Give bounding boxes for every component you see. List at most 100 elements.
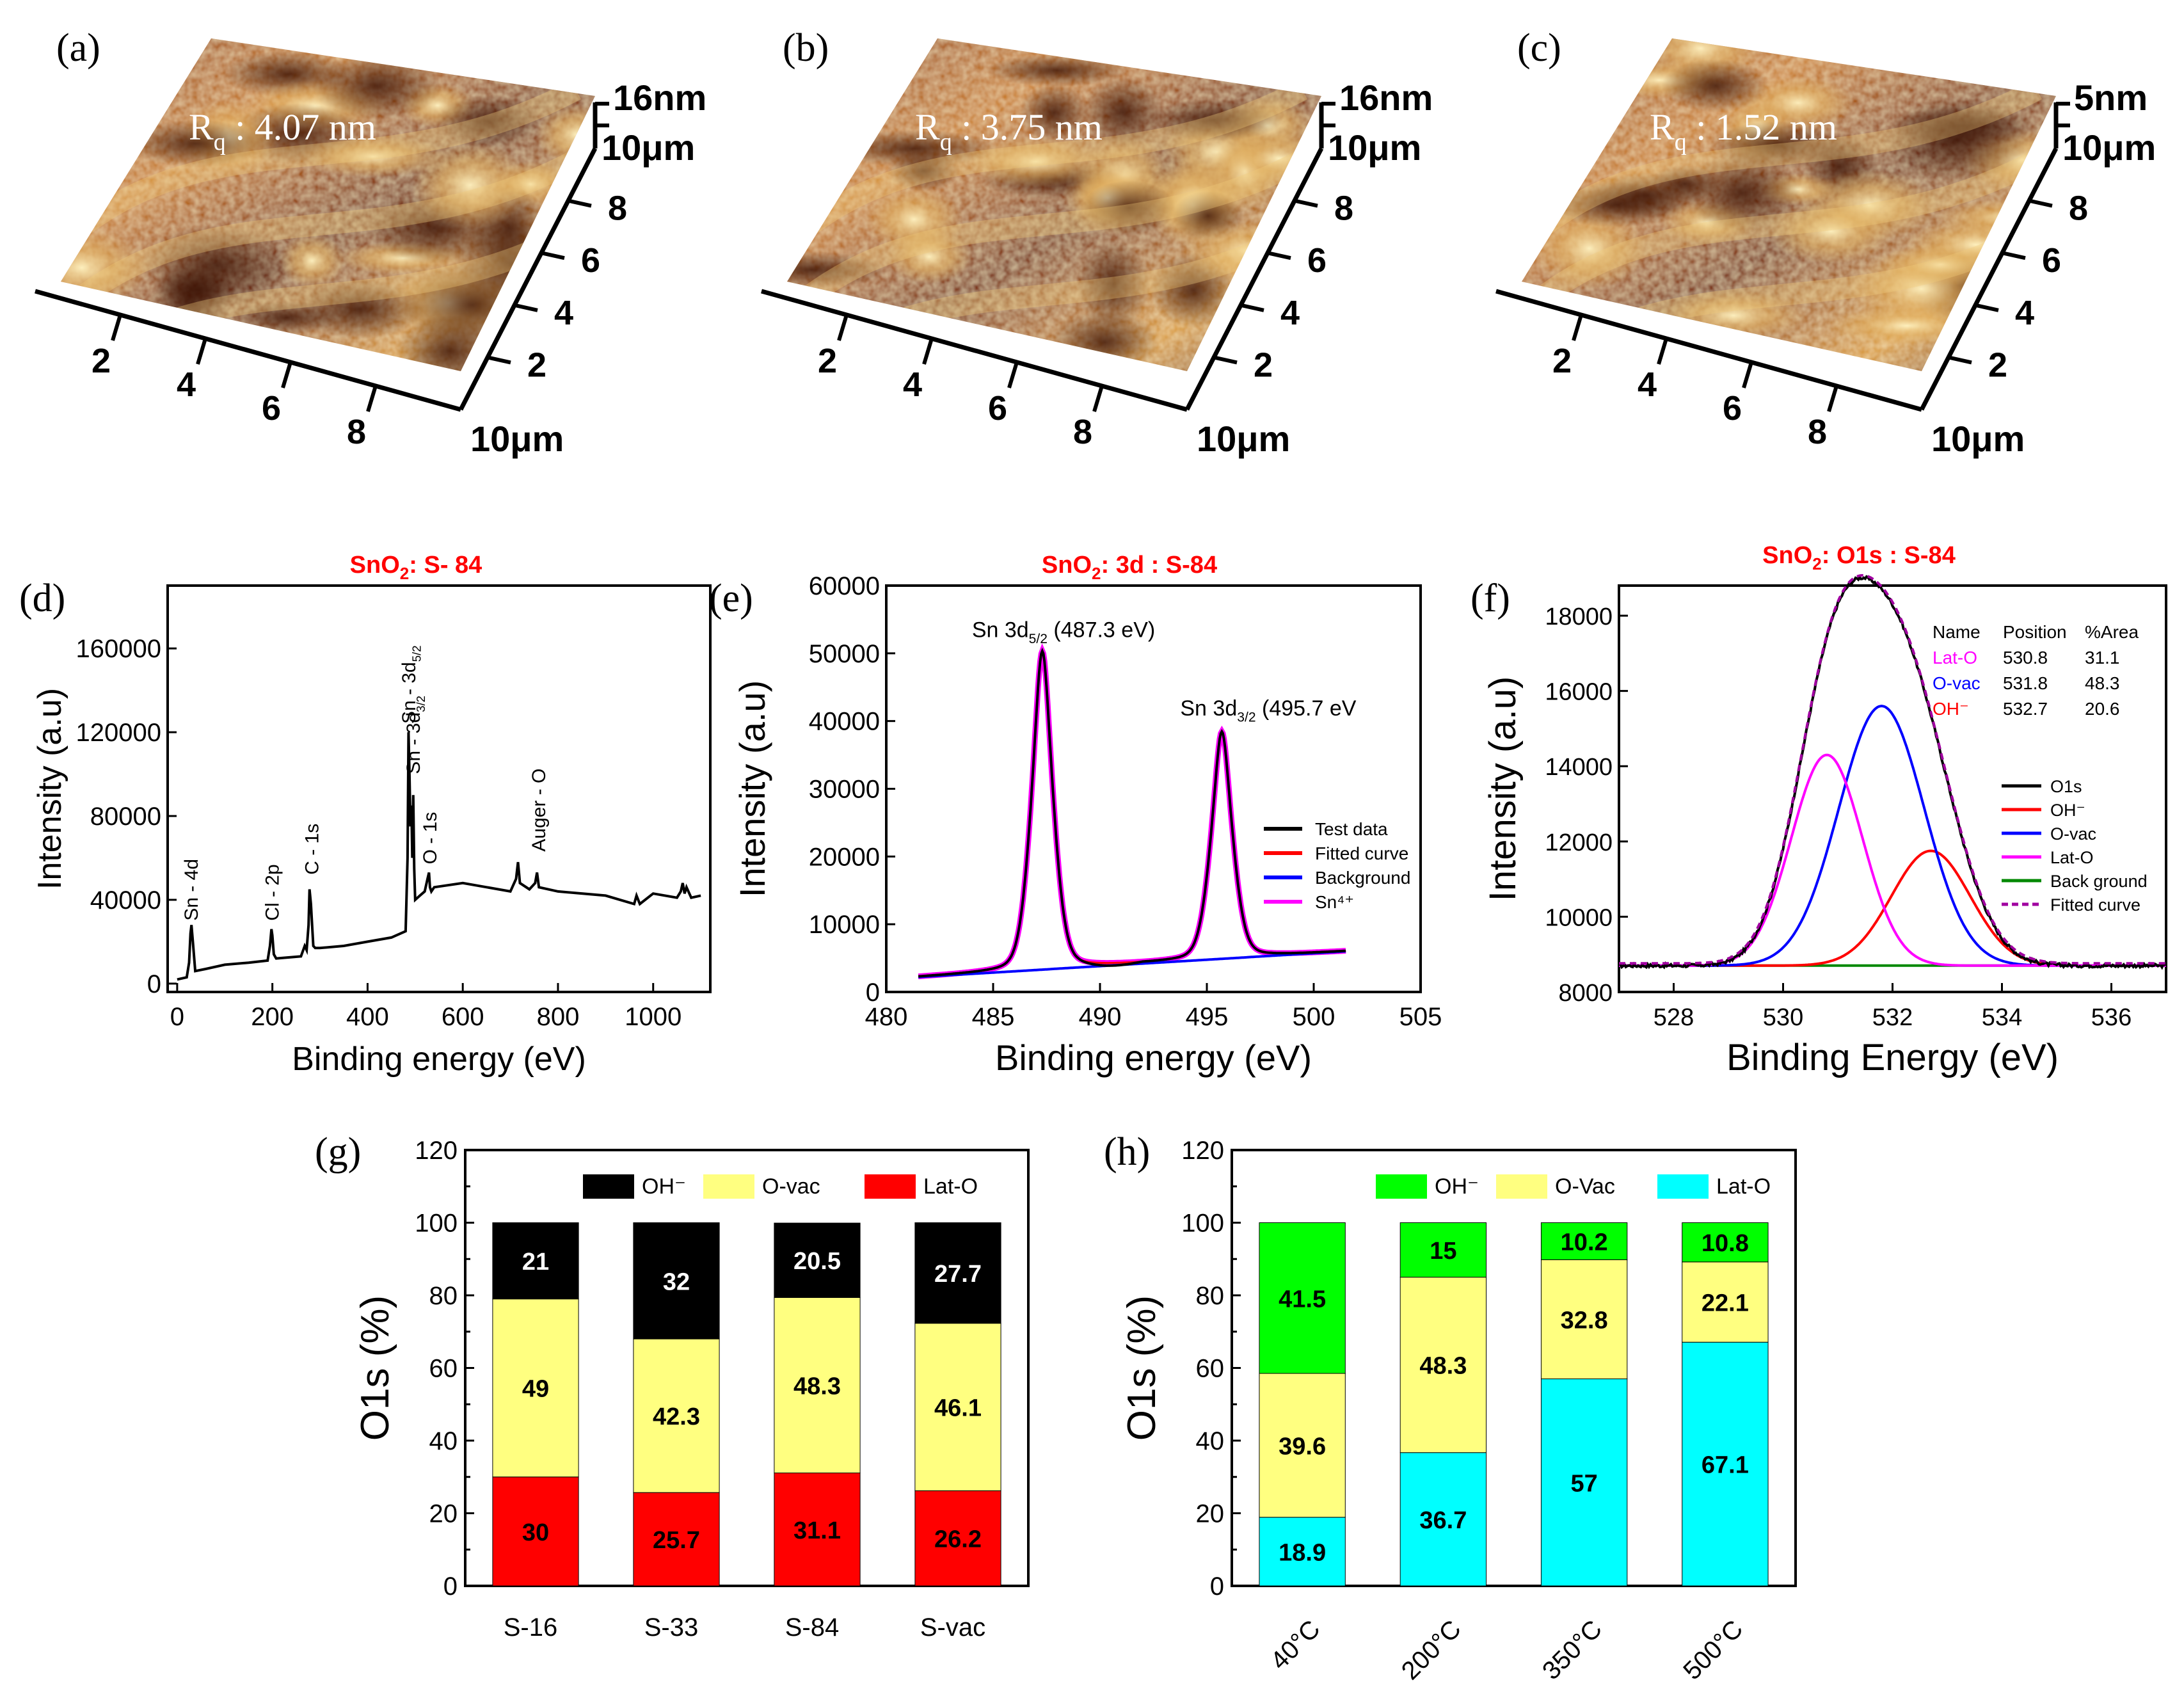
- afm-valley: [1145, 99, 1283, 141]
- y-axis-label: Intensity (a.u): [1482, 676, 1524, 901]
- rq-subscript: q: [940, 129, 952, 156]
- bar-value-label: 39.6: [1279, 1433, 1326, 1460]
- bar-segment: [633, 1222, 720, 1339]
- bar-segment: [774, 1297, 861, 1474]
- bar-segment: [633, 1338, 720, 1493]
- x-tick-label: 2: [818, 342, 837, 380]
- y-end-label: 10μm: [1328, 127, 1421, 168]
- y-tick-label: 4: [554, 294, 573, 332]
- afm-valley: [1019, 83, 1090, 142]
- afm-bump: [1767, 199, 1895, 264]
- x-tick-label: 490: [1079, 1003, 1122, 1031]
- afm-valley: [787, 251, 888, 289]
- x-axis-line: [1495, 289, 1922, 412]
- afm-valley: [156, 268, 239, 311]
- x-tick: [196, 338, 207, 365]
- x-tick-label: S-16: [504, 1613, 558, 1642]
- x-end-label: 10μm: [1931, 419, 2025, 459]
- bar-value-label: 18.9: [1279, 1539, 1326, 1566]
- text-main: Sn 3d: [1180, 696, 1237, 721]
- y-tick: [1294, 198, 1318, 208]
- y-tick-label: 8000: [1558, 980, 1613, 1007]
- y-tick-label: 50000: [809, 640, 880, 668]
- text-main: C - 1s: [301, 824, 323, 875]
- afm-bump: [1531, 207, 1647, 291]
- y-tick-label: 160000: [76, 635, 161, 663]
- z-scale-label: 16nm: [1339, 77, 1433, 118]
- legend-label: O-Vac: [1555, 1174, 1615, 1199]
- bar-value-label: 46.1: [934, 1395, 982, 1422]
- y-tick-label: 60: [1196, 1355, 1225, 1383]
- y-tick-label: 14000: [1545, 754, 1613, 781]
- y-tick-label: 20: [429, 1500, 458, 1528]
- bar-value-label: 10.2: [1561, 1229, 1608, 1256]
- x-tick: [1007, 362, 1019, 388]
- afm-valley: [1076, 241, 1151, 329]
- bar-value-label: 21: [522, 1249, 549, 1275]
- y-axis-label: Intensity (a.u): [31, 688, 68, 890]
- peak-label: Sn 3d3/2 (495.7 eV: [1180, 696, 1356, 725]
- legend-label: Lat-O: [1716, 1174, 1771, 1199]
- afm-bump: [966, 136, 1105, 188]
- x-tick-label: 6: [262, 389, 281, 428]
- afm-valley: [294, 278, 424, 340]
- x-tick-label: 530: [1763, 1004, 1803, 1031]
- bar-value-label: 36.7: [1419, 1507, 1467, 1534]
- afm-valley: [435, 94, 541, 148]
- x-tick-label: 6: [988, 389, 1007, 428]
- table-name: OH⁻: [1933, 699, 1969, 719]
- bar-value-label: 49: [522, 1376, 549, 1403]
- afm-valley: [312, 51, 442, 120]
- x-tick-label: 8: [1073, 413, 1092, 451]
- y-tick-label: 2: [1988, 346, 2007, 384]
- series-line: [918, 647, 1346, 978]
- bar-value-label: 10.8: [1702, 1230, 1749, 1257]
- legend-swatch: [1657, 1174, 1709, 1199]
- title-main: SnO: [1042, 552, 1092, 579]
- table-position: 530.8: [2003, 648, 2048, 668]
- y-tick-label: 6: [581, 241, 600, 280]
- x-axis-line: [35, 289, 461, 412]
- x-tick-label: 4: [177, 365, 196, 404]
- afm-bump: [298, 136, 448, 177]
- bar-segment: [1399, 1222, 1487, 1278]
- y-tick-label: 40000: [809, 708, 880, 736]
- plot-frame: [166, 584, 712, 993]
- text-main: Auger - O: [529, 769, 550, 852]
- chart-title: SnO2: 3d : S-84: [1042, 552, 1217, 583]
- peak-annotation: O - 1s: [420, 812, 441, 865]
- o1s-bar-chart-samples: (g) 0 20 40 60 80 100 120 O1s (%) 30 49 21 S-16 25.7 4…: [315, 1130, 1030, 1642]
- bar-segment: [774, 1222, 861, 1298]
- x-tick-label: 8: [347, 413, 366, 451]
- bar-segment: [1399, 1452, 1487, 1587]
- chart-title: SnO2: O1s : S-84: [1762, 542, 1956, 573]
- legend-label: OH⁻: [2050, 801, 2085, 820]
- table-header: Position: [2003, 622, 2067, 642]
- x-tick-label: S-vac: [920, 1613, 985, 1642]
- rq-subscript: q: [214, 129, 226, 156]
- rq-symbol: R: [915, 106, 940, 148]
- bar-segment: [1399, 1277, 1487, 1453]
- title-sub: 2: [400, 564, 409, 583]
- bar-value-label: 15: [1430, 1238, 1456, 1265]
- x-axis-line: [761, 289, 1188, 412]
- afm-valley: [1891, 104, 2037, 148]
- bar-segment: [492, 1222, 579, 1300]
- bar-segment: [633, 1492, 720, 1587]
- y-tick-label: 8: [2069, 189, 2088, 228]
- x-tick: [1827, 385, 1838, 412]
- y-axis-line: [1919, 147, 2059, 411]
- y-tick: [1267, 251, 1291, 260]
- y-tick-label: 80: [429, 1282, 458, 1310]
- legend-label: Back ground: [2050, 872, 2148, 891]
- bar-segment: [914, 1490, 1001, 1587]
- text-main: Cl - 2p: [262, 864, 283, 920]
- y-tick-label: 40: [1196, 1427, 1225, 1455]
- y-tick-label: 120: [415, 1137, 458, 1165]
- bar-value-label: 27.7: [934, 1261, 982, 1288]
- afm-valley: [126, 120, 266, 168]
